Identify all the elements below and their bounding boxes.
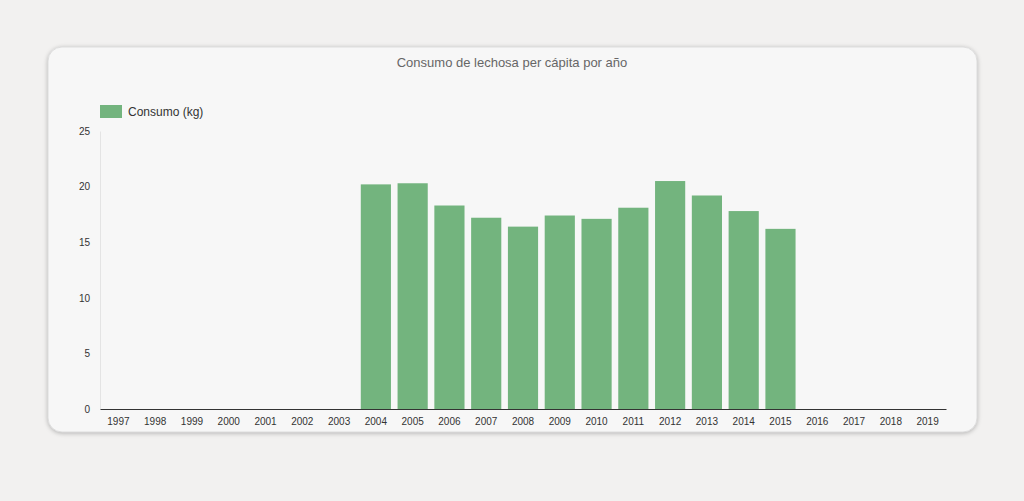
x-tick-label: 2016: [806, 416, 829, 427]
title: Consumo de lechosa per cápita por año: [397, 55, 628, 70]
x-tick: 2001: [254, 416, 277, 427]
x-tick-label: 2007: [475, 416, 498, 427]
x-tick: 2013: [696, 416, 719, 427]
x-tick: 1999: [181, 416, 204, 427]
legend: Consumo (kg): [100, 105, 203, 119]
y-tick: 10: [79, 293, 91, 304]
y-tick-label: 20: [79, 181, 91, 192]
x-tick: 2002: [291, 416, 314, 427]
x-tick-label: 1997: [107, 416, 130, 427]
y-tick: 20: [79, 181, 91, 192]
x-tick: 2017: [843, 416, 866, 427]
x-tick-label: 2002: [291, 416, 314, 427]
x-tick: 2006: [438, 416, 461, 427]
y-tick: 0: [84, 404, 90, 415]
y-tick: 5: [84, 348, 90, 359]
bar: [508, 227, 538, 409]
x-tick-label: 2009: [549, 416, 572, 427]
x-tick: 2011: [623, 416, 645, 427]
x-tick: 2010: [585, 416, 608, 427]
y-tick-label: 5: [84, 348, 90, 359]
y-tick-label: 10: [79, 293, 91, 304]
x-tick: 2009: [549, 416, 572, 427]
bar: [618, 208, 648, 409]
x-tick-label: 2014: [733, 416, 756, 427]
legend-item: Consumo (kg): [100, 105, 203, 119]
legend-swatch: [100, 105, 122, 118]
bar: [361, 184, 391, 409]
x-axis: 1997 1998 1999 2000 2001 2002 2003 2004 2005 2006…: [101, 410, 947, 428]
x-tick: 2015: [769, 416, 792, 427]
bars: [361, 181, 796, 409]
x-tick-label: 2000: [218, 416, 241, 427]
x-tick-label: 2011: [623, 416, 645, 427]
x-tick-label: 2010: [585, 416, 608, 427]
x-tick: 1998: [144, 416, 167, 427]
x-tick: 2016: [806, 416, 829, 427]
x-tick-label: 2003: [328, 416, 351, 427]
x-tick-label: 2013: [696, 416, 719, 427]
bar: [581, 219, 611, 409]
bar: [471, 218, 501, 409]
y-tick-label: 0: [84, 404, 90, 415]
bar: [729, 211, 759, 409]
y-axis-line: [100, 132, 101, 410]
y-tick-label: 15: [79, 237, 91, 248]
x-tick: 2008: [512, 416, 535, 427]
x-tick-label: 2006: [438, 416, 461, 427]
y-tick: 25: [79, 126, 91, 137]
x-tick: 2005: [402, 416, 425, 427]
x-tick: 2003: [328, 416, 351, 427]
x-tick: 2007: [475, 416, 498, 427]
x-tick-label: 2019: [916, 416, 939, 427]
x-tick-label: 2004: [365, 416, 388, 427]
x-tick: 2014: [733, 416, 756, 427]
card: [48, 47, 977, 432]
chart: Consumo de lechosa per cápita por año 0 5 1…: [0, 0, 1024, 501]
x-axis-line: [101, 409, 947, 410]
bar: [545, 216, 575, 409]
bar: [692, 195, 722, 409]
x-tick-label: 1998: [144, 416, 167, 427]
x-tick-label: 2001: [254, 416, 277, 427]
x-tick: 2012: [659, 416, 682, 427]
x-tick: 1997: [107, 416, 130, 427]
bar: [434, 206, 464, 409]
bar: [398, 183, 428, 409]
x-tick: 2004: [365, 416, 388, 427]
legend-label: Consumo (kg): [128, 105, 203, 119]
y-tick: 15: [79, 237, 91, 248]
x-tick-label: 2018: [880, 416, 903, 427]
x-tick-label: 2008: [512, 416, 535, 427]
x-tick-label: 2012: [659, 416, 682, 427]
bar: [655, 181, 685, 409]
x-tick: 2000: [218, 416, 241, 427]
y-axis: 0 5 10 15 20 25: [79, 126, 101, 415]
x-tick-label: 1999: [181, 416, 204, 427]
x-tick: 2018: [880, 416, 903, 427]
x-tick-label: 2005: [402, 416, 425, 427]
x-tick-label: 2017: [843, 416, 866, 427]
x-tick: 2019: [916, 416, 939, 427]
x-tick-label: 2015: [769, 416, 792, 427]
y-tick-label: 25: [79, 126, 91, 137]
bar: [765, 229, 795, 409]
